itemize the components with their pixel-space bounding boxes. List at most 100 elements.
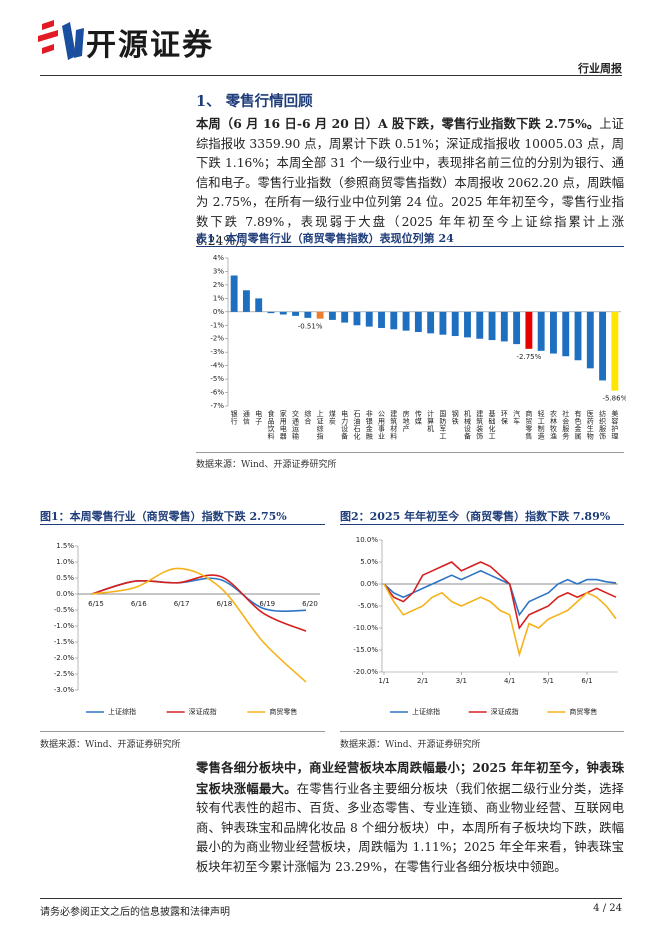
bar (537, 311, 545, 351)
bar (586, 311, 594, 369)
line-chart: 10.0% 5.0% 0.0% -5.0% -10.0% -15.0% -20.0%1/1 2… (353, 536, 618, 716)
x-tick-label: 传媒 (414, 409, 422, 426)
x-tick-label: 钢铁 (451, 409, 459, 426)
chart-title: 图1：本周零售行业（商贸零售）指数下跌 2.75% (40, 510, 287, 523)
title-rule (340, 524, 624, 525)
y-tick-label: -5.0% (358, 602, 379, 610)
y-tick-label: -1.5% (54, 638, 75, 646)
y-tick-label: -0.5% (54, 606, 75, 614)
x-tick-label: 家用电器 (279, 409, 287, 441)
title-rule (196, 246, 624, 247)
series-line (91, 567, 307, 683)
y-tick-label: -10.0% (353, 624, 378, 632)
bar (230, 275, 238, 312)
series-line (383, 561, 617, 630)
x-tick-label: 1/1 (378, 677, 389, 685)
footer-rule (40, 898, 622, 899)
bar (464, 311, 471, 338)
x-tick-label: 非银金融 (365, 409, 373, 441)
source: 数据来源：Wind、开源证券研究所 (40, 740, 181, 750)
bar (242, 290, 250, 312)
disclaimer: 请务必参阅正文之后的信息披露和法律声明 (40, 907, 230, 918)
body: 上证综指报收 3359.90 点，周累计下跌 0.51%；深证成指报收 1000… (196, 117, 624, 248)
bar (316, 311, 324, 319)
x-tick-label: 农林牧渔 (549, 409, 557, 441)
y-tick-label: -6% (210, 389, 224, 397)
bar (292, 311, 299, 316)
y-tick-label: 0.0% (56, 590, 74, 598)
data-label: -5.86% (602, 395, 626, 403)
x-tick-label: 社会服务 (562, 409, 570, 441)
legend-label: 深证成指 (491, 707, 519, 716)
section-title: 1、 零售行情回顾 (196, 93, 313, 110)
bar (353, 311, 361, 326)
y-tick-label: -2% (210, 335, 224, 343)
x-tick-label: 建筑装饰 (476, 409, 484, 441)
chart-title: 图2：2025 年年初至今（商贸零售）指数下跌 7.89% (340, 510, 611, 523)
y-tick-label: -7% (210, 402, 224, 410)
x-tick-label: 医药生物 (586, 410, 594, 441)
x-tick-label: 6/16 (131, 600, 147, 608)
header-rule (40, 75, 622, 76)
x-tick-label: 2/1 (417, 677, 428, 685)
y-tick-label: 1.0% (56, 558, 74, 566)
x-tick-label: 3/1 (456, 677, 467, 685)
bar (267, 311, 275, 314)
lead: 零售各细分板块中，商业经营板块本周跌幅最小；2025 年年初至今，钟表珠宝板块涨… (196, 760, 624, 796)
x-tick-label: 食品饮料 (267, 409, 275, 441)
line-chart: 1.5% 1.0% 0.5% 0.0% -0.5% -1.0% -1.5% -2.0% -2.5… (54, 542, 320, 716)
x-tick-label: 国防军工 (439, 410, 447, 440)
y-tick-label: -2.0% (54, 654, 75, 662)
bar (255, 298, 263, 312)
x-tick-label: 6/20 (302, 600, 318, 608)
source-rule (196, 452, 624, 453)
y-tick-label: 0% (213, 308, 224, 316)
x-tick-label: 有色金属 (574, 409, 582, 441)
x-tick-label: 6/18 (217, 600, 233, 608)
x-tick-label: 上证综指 (316, 409, 324, 441)
title-rule (40, 524, 325, 525)
chart-title: 表1：本周零售行业（商贸零售指数）表现位列第 24 (196, 232, 454, 245)
bar (390, 311, 398, 330)
bar (599, 311, 607, 381)
x-tick-label: 环保 (500, 410, 508, 426)
legend-label: 商贸零售 (269, 707, 297, 716)
lead: 本周（6 月 16 日-6 月 20 日）A 股下跌，零售行业指数下跌 2.75… (196, 116, 600, 131)
y-tick-label: -1% (210, 321, 224, 329)
x-tick-label: 5/1 (543, 677, 554, 685)
x-tick-label: 煤炭 (328, 409, 336, 426)
x-tick-label: 4/1 (504, 677, 515, 685)
x-tick-label: 轻工制造 (537, 409, 545, 441)
report-type: 行业周报 (578, 62, 622, 75)
bar (328, 311, 336, 320)
y-tick-label: 5.0% (360, 558, 378, 566)
y-tick-label: -5% (210, 375, 224, 383)
x-tick-label: 电子 (255, 409, 263, 425)
source: 数据来源：Wind、开源证券研究所 (340, 740, 481, 750)
bar (476, 311, 484, 339)
x-tick-label: 石油石化 (353, 410, 361, 441)
x-tick-label: 机械设备 (463, 409, 471, 441)
bar (304, 311, 312, 318)
x-tick-label: 6/15 (88, 600, 104, 608)
bar (378, 311, 385, 328)
y-tick-label: 3% (213, 267, 224, 275)
y-tick-label: 10.0% (356, 536, 379, 544)
bar (341, 311, 349, 323)
x-tick-label: 房地产 (402, 409, 410, 433)
x-tick-label: 交通运输 (292, 409, 300, 441)
x-tick-label: 基础化工 (488, 409, 496, 440)
x-tick-label: 银行 (230, 409, 238, 426)
bar (550, 311, 557, 354)
bar-chart: 4% 3% 2% 1% 0% -1% -2% -3% -4% -5% -6% -7% 银行 通信 电子 食品饮… (210, 254, 626, 441)
legend-label: 深证成指 (189, 707, 217, 716)
bar (513, 311, 521, 345)
bar (365, 311, 373, 327)
legend-label: 上证综指 (108, 707, 136, 716)
x-tick-label: 美容护理 (611, 409, 619, 440)
bar (500, 311, 508, 342)
bar (574, 311, 582, 361)
logo-icon (38, 20, 84, 60)
x-tick-label: 电力设备 (341, 409, 349, 441)
